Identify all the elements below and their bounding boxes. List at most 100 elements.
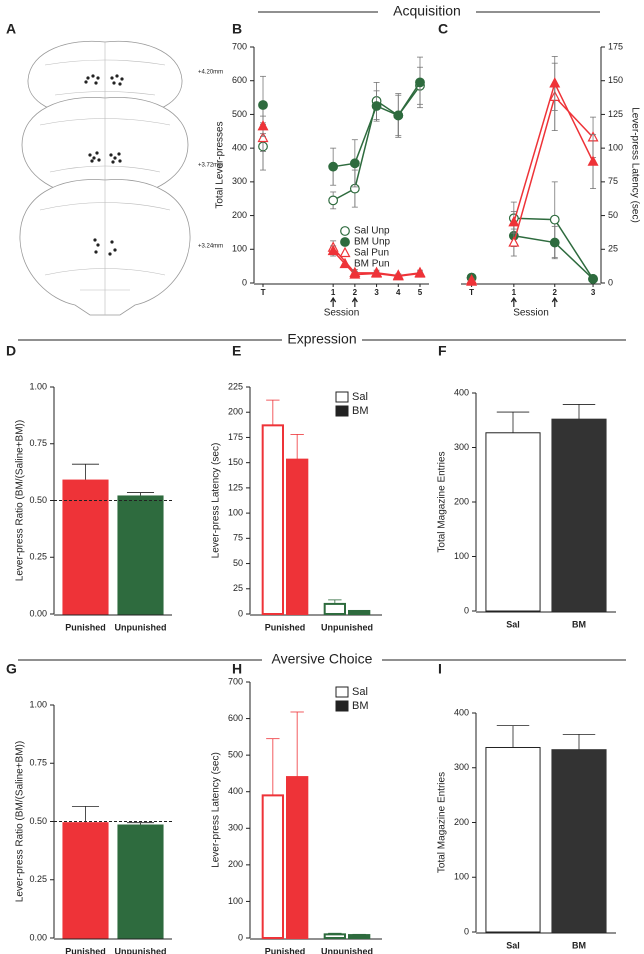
point xyxy=(588,274,598,284)
atlas-label: +3.24mm xyxy=(198,244,223,250)
y-tick-label: 600 xyxy=(232,75,247,85)
x-tick-label: Punished xyxy=(65,946,106,954)
x-tick-label: Punished xyxy=(265,622,306,632)
panel-letter: C xyxy=(438,21,448,37)
y-tick-label: 50 xyxy=(608,210,618,220)
point xyxy=(371,101,382,111)
legend-label: Sal xyxy=(352,391,368,403)
y-tick-label: 225 xyxy=(228,381,243,391)
arrow xyxy=(330,296,337,307)
series-line xyxy=(513,217,594,280)
legend-label: Sal Unp xyxy=(354,226,390,237)
point xyxy=(340,226,350,236)
bar xyxy=(485,432,541,612)
y-tick-label: 500 xyxy=(232,109,247,119)
y-tick-label: 125 xyxy=(608,109,623,119)
bar xyxy=(286,776,309,939)
x-tick-label: 4 xyxy=(396,288,401,297)
y-tick-label: 1.00 xyxy=(29,699,47,709)
bar xyxy=(348,609,371,615)
section-title: Aversive Choice xyxy=(272,651,373,667)
panel-letter: I xyxy=(438,661,442,677)
legend-label: Sal Pun xyxy=(354,248,389,259)
point xyxy=(339,257,351,269)
x-axis-label: Session xyxy=(324,308,360,319)
bar xyxy=(551,418,607,612)
x-tick-label: Punished xyxy=(65,622,106,632)
panel-letter: D xyxy=(6,343,16,359)
y-tick-label: 25 xyxy=(233,583,243,593)
y-tick-label: 500 xyxy=(228,750,243,760)
bar xyxy=(62,479,109,615)
point xyxy=(393,110,404,121)
y-tick-label: 100 xyxy=(454,872,469,882)
y-tick-label: 100 xyxy=(608,143,623,153)
section-title: Expression xyxy=(287,331,356,347)
x-tick-label: 1 xyxy=(331,288,336,297)
y-tick-label: 175 xyxy=(228,432,243,442)
legend-swatch xyxy=(335,700,349,712)
x-tick-label: Sal xyxy=(506,940,520,950)
y-tick-label: 700 xyxy=(232,41,247,51)
y-tick-label: 300 xyxy=(454,762,469,772)
x-tick-label: Unpunished xyxy=(115,622,167,632)
y-tick-label: 150 xyxy=(608,75,623,85)
x-tick-label: Unpunished xyxy=(115,946,167,954)
x-tick-label: 5 xyxy=(418,288,423,297)
legend-label: BM xyxy=(352,700,369,712)
bar xyxy=(485,746,541,933)
atlas-detail xyxy=(44,59,166,96)
x-tick-label: T xyxy=(469,288,474,297)
legend-label: BM Unp xyxy=(354,237,391,248)
bar xyxy=(551,749,607,933)
point xyxy=(339,246,351,258)
point xyxy=(415,77,425,88)
y-tick-label: 100 xyxy=(228,507,243,517)
point xyxy=(549,237,560,248)
y-axis-label: Lever-press Latency (sec) xyxy=(211,443,222,559)
y-tick-label: 400 xyxy=(228,786,243,796)
y-axis-label: Lever-press Latency (sec) xyxy=(211,752,222,868)
x-tick-label: Unpunished xyxy=(321,946,373,954)
x-tick-label: 1 xyxy=(512,288,517,297)
y-tick-label: 0 xyxy=(242,277,247,287)
y-axis-label: Total Magazine Entries xyxy=(437,451,448,552)
legend-label: BM Pun xyxy=(354,259,390,270)
point xyxy=(392,269,404,281)
x-tick-label: 2 xyxy=(353,288,358,297)
y-tick-label: 200 xyxy=(228,859,243,869)
y-tick-label: 600 xyxy=(228,713,243,723)
x-tick-label: 3 xyxy=(591,288,596,297)
point xyxy=(257,131,269,143)
panel-letter: A xyxy=(6,21,16,37)
y-axis-label: Lever-press Ratio (BM/(Saline+BM)) xyxy=(15,741,26,902)
point xyxy=(349,158,360,169)
x-tick-label: BM xyxy=(572,940,586,950)
x-tick-label: BM xyxy=(572,619,586,629)
point xyxy=(371,267,383,278)
y-tick-label: 0 xyxy=(608,277,613,287)
arrow xyxy=(351,296,358,307)
y-tick-label: 100 xyxy=(232,244,247,254)
y-axis-label: Total Magazine Entries xyxy=(437,772,448,873)
bar xyxy=(261,424,284,615)
bar xyxy=(286,458,309,616)
y-tick-label: 200 xyxy=(228,407,243,417)
y-tick-label: 0.25 xyxy=(29,874,47,884)
y-tick-label: 300 xyxy=(228,823,243,833)
brain-atlas: +4.20mm +3.72mm +3.24mm xyxy=(19,40,223,316)
y-tick-label: 0.50 xyxy=(29,495,47,505)
panel-letter: H xyxy=(232,661,242,677)
atlas-detail xyxy=(39,202,171,291)
y-tick-label: 300 xyxy=(232,176,247,186)
legend-swatch xyxy=(335,405,349,417)
point xyxy=(549,77,561,88)
bar xyxy=(323,602,346,616)
y-tick-label: 175 xyxy=(608,41,623,51)
y-axis-label: Total Lever-presses xyxy=(215,121,226,208)
bar xyxy=(62,822,109,939)
atlas-detail xyxy=(39,118,171,173)
point xyxy=(508,216,520,227)
bar xyxy=(117,495,164,615)
y-tick-label: 0.75 xyxy=(29,438,47,448)
